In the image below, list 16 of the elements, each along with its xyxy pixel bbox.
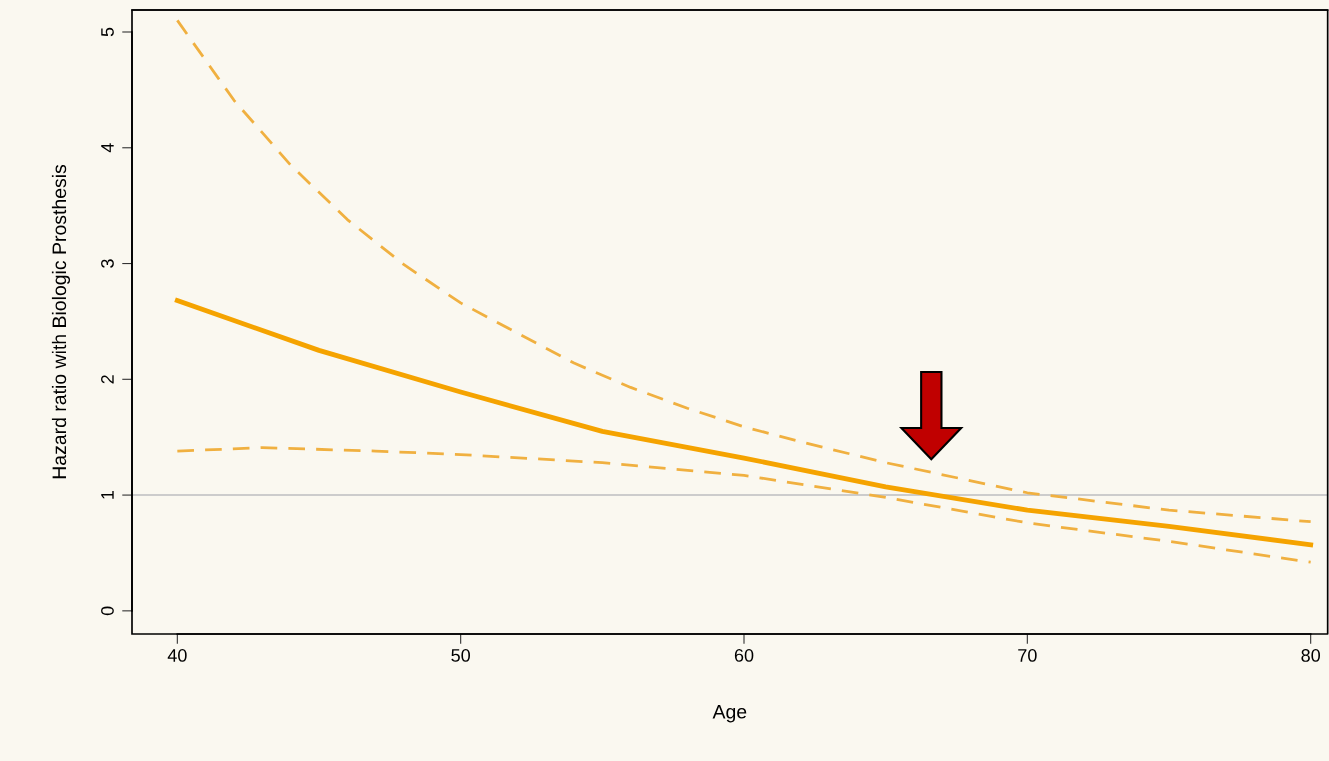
x-tick-label: 70 xyxy=(1018,649,1037,662)
y-tick-label: 2 xyxy=(101,375,114,384)
line-series xyxy=(175,19,1313,524)
y-tick-label: 4 xyxy=(101,143,114,153)
line-series xyxy=(174,298,1314,548)
y-tick-label: 0 xyxy=(101,606,114,616)
x-axis-title: Age xyxy=(712,705,747,723)
x-tick-label: 40 xyxy=(167,649,187,662)
x-tick-label: 60 xyxy=(734,649,754,662)
y-tick-label: 1 xyxy=(101,490,114,499)
y-tick-label: 5 xyxy=(101,27,114,37)
y-tick-label: 3 xyxy=(101,259,114,268)
y-axis-title: Hazard ratio with Biologic Prosthesis xyxy=(51,164,71,479)
x-tick-label: 50 xyxy=(451,649,470,662)
line-series xyxy=(175,446,1313,564)
x-tick-label: 80 xyxy=(1301,649,1321,662)
